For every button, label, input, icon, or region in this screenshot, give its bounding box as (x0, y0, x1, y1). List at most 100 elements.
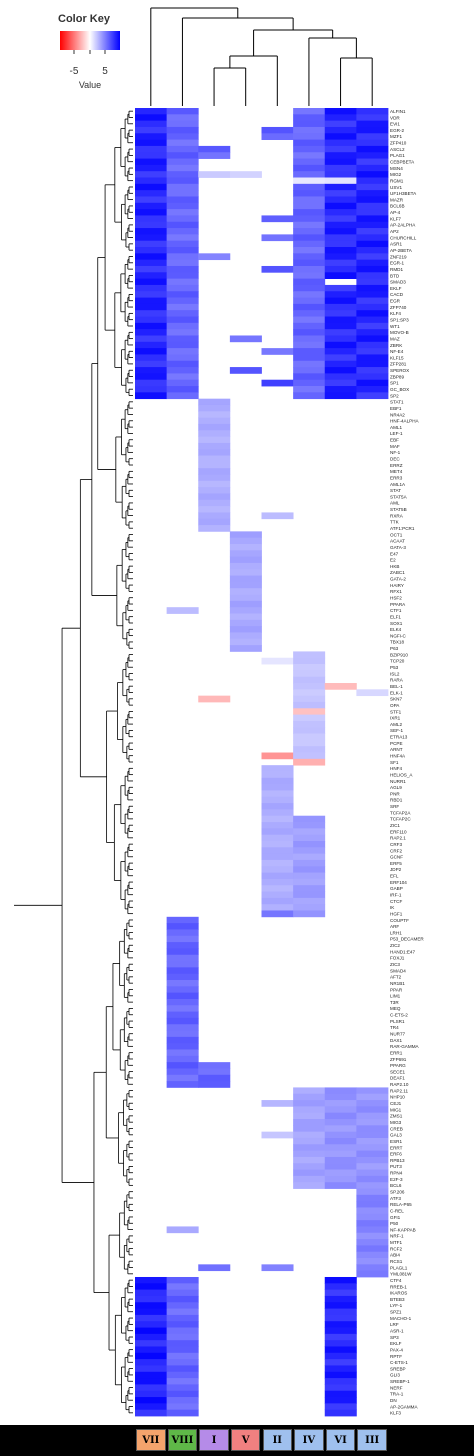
row-label: STAT5B (390, 507, 407, 512)
row-label: AML1 (390, 425, 402, 430)
heatmap-cell (293, 158, 326, 166)
heatmap-cell (198, 1074, 231, 1082)
row-label: GC_BOX (390, 387, 409, 392)
heatmap-cell (324, 1390, 357, 1398)
heatmap-cell (324, 1119, 357, 1126)
heatmap-cell (198, 398, 231, 406)
row-label: RARA (390, 678, 404, 683)
heatmap-cell (293, 114, 326, 122)
heatmap-cell (261, 348, 294, 355)
heatmap-cell (356, 221, 389, 229)
heatmap-cell (356, 1239, 389, 1246)
heatmap-cell (293, 1125, 326, 1133)
heatmap-cell (293, 657, 326, 665)
row-label: CRF2 (390, 848, 402, 853)
row-label: RPB13 (390, 1158, 405, 1163)
heatmap-cell (356, 1144, 389, 1152)
row-label: C-ETS-2 (390, 1013, 408, 1018)
row-label: ARNT (390, 747, 403, 752)
heatmap-cell (135, 215, 168, 223)
heatmap-cell (324, 348, 357, 355)
heatmap-cell (293, 259, 326, 267)
heatmap-cell (229, 367, 262, 374)
heatmap-cell (166, 1068, 199, 1076)
heatmap-cell (166, 1043, 199, 1050)
heatmap-cell (166, 240, 199, 248)
heatmap-cell (324, 354, 357, 362)
heatmap-cell (293, 341, 326, 349)
heatmap-cell (166, 1397, 199, 1404)
heatmap-cell (324, 1087, 357, 1095)
heatmap-cell (324, 373, 357, 381)
heatmap-cell (261, 897, 294, 905)
row-label: NERF (390, 1385, 403, 1390)
heatmap-cell (135, 196, 168, 204)
color-key: Color Key -5 0 5 Value (58, 13, 120, 90)
heatmap-cell (135, 221, 168, 229)
heatmap-cell (293, 1093, 326, 1101)
heatmap-cell (166, 916, 199, 924)
row-label: PCPE (390, 741, 403, 746)
heatmap-cell (166, 139, 199, 147)
row-label: EGR-2 (390, 128, 404, 133)
row-label: ZIC1 (390, 823, 400, 828)
heatmap-cell (166, 114, 199, 122)
row-label: TRA-1 (390, 1392, 404, 1397)
heatmap-cell (356, 1169, 389, 1177)
heatmap-cell (293, 840, 326, 848)
heatmap-cell (293, 221, 326, 229)
row-label: SP1 (390, 381, 399, 386)
heatmap-cell (135, 373, 168, 381)
heatmap-cell (293, 392, 326, 400)
heatmap-cell (356, 386, 389, 393)
heatmap-cell (356, 1093, 389, 1101)
heatmap-cell (229, 575, 262, 583)
heatmap-cell (166, 108, 199, 115)
heatmap-cell (198, 430, 231, 437)
heatmap-cell (356, 297, 389, 305)
heatmap-cell (135, 1371, 168, 1379)
heatmap-cell (293, 329, 326, 336)
row-label: MSN4 (390, 166, 403, 171)
heatmap-cell (198, 253, 231, 261)
heatmap-cell (293, 360, 326, 368)
heatmap-cell (166, 948, 199, 956)
heatmap-cell (261, 215, 294, 223)
heatmap-cell (293, 822, 326, 829)
heatmap-cell (166, 386, 199, 393)
heatmap-cell (293, 878, 326, 886)
heatmap-cell (166, 1359, 199, 1366)
row-label: HKB (390, 564, 399, 569)
row-label: SREBP (390, 1366, 406, 1371)
row-label: PNR (390, 791, 400, 796)
heatmap-cell (261, 752, 294, 760)
row-label: RXRA (390, 513, 404, 518)
row-label: ERR1 (390, 1050, 403, 1055)
row-label: STF1 (390, 709, 402, 714)
color-key-tick-mid: 0 (90, 59, 91, 60)
heatmap-cell (261, 859, 294, 867)
row-label: ZIC2 (390, 943, 400, 948)
heatmap-cell (293, 1119, 326, 1126)
row-label: CRF3 (390, 842, 402, 847)
heatmap-cell (135, 329, 168, 336)
row-label: PPAR (390, 987, 403, 992)
heatmap-cell (324, 1378, 357, 1385)
heatmap-cell (166, 272, 199, 280)
heatmap-cell (198, 493, 231, 501)
heatmap-cell (293, 196, 326, 204)
heatmap-cell (293, 897, 326, 905)
row-label: PAX-4 (390, 1347, 403, 1352)
heatmap-cell (261, 512, 294, 520)
heatmap-cell (293, 1156, 326, 1164)
heatmap-cell (356, 1258, 389, 1265)
heatmap-cell (166, 986, 199, 994)
row-label: ZBP89 (390, 374, 404, 379)
heatmap-cell (135, 1289, 168, 1297)
heatmap-cell (293, 316, 326, 324)
heatmap-cell (356, 1182, 389, 1189)
row-label: MIG2 (390, 172, 402, 177)
heatmap-cell (324, 1276, 357, 1284)
row-label: HELIOS_A (390, 772, 413, 777)
heatmap-cell (166, 310, 199, 317)
